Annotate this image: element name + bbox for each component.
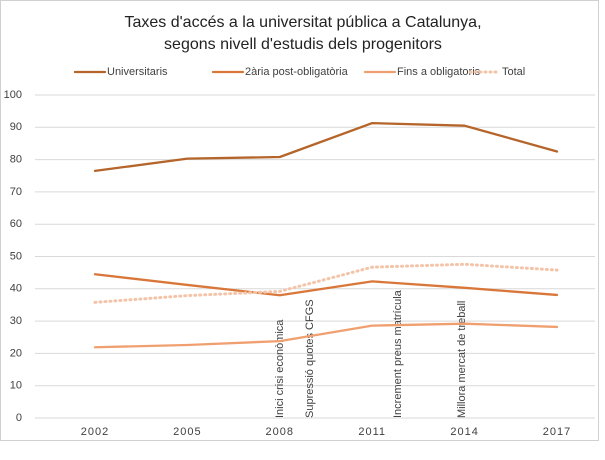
chart-border — [0, 0, 599, 441]
x-tick-label: 2002 — [81, 426, 109, 438]
series-line — [93, 262, 559, 304]
x-tick-label: 2014 — [450, 426, 478, 438]
y-tick-label: 30 — [10, 315, 22, 327]
y-tick-label: 10 — [10, 380, 22, 392]
legend-label: Fins a obligatoris — [397, 66, 481, 78]
y-tick-label: 0 — [16, 412, 22, 424]
x-tick-label: 2005 — [173, 426, 201, 438]
chart-title: Taxes d'accés a la universitat pública a… — [124, 14, 481, 31]
annotation: Supressió quotes CFGS — [304, 299, 316, 418]
legend-label: Total — [502, 66, 525, 78]
series-line — [93, 322, 559, 349]
x-tick-label: 2008 — [266, 426, 294, 438]
series-line — [93, 273, 559, 297]
y-tick-label: 90 — [10, 121, 22, 133]
annotation: Millora mercat de treball — [456, 301, 468, 418]
y-tick-label: 70 — [10, 186, 22, 198]
annotation: Inici crisi econòmica — [274, 319, 286, 418]
y-tick-label: 20 — [10, 347, 22, 359]
chart-title: segons nivell d'estudis dels progenitors — [164, 36, 442, 53]
annotation: Increment preus matrícula — [392, 289, 404, 418]
legend-label: 2ària post-obligatòria — [245, 66, 349, 78]
y-tick-label: 80 — [10, 154, 22, 166]
x-tick-label: 2017 — [543, 426, 571, 438]
y-tick-label: 100 — [4, 89, 22, 101]
y-tick-label: 50 — [10, 250, 22, 262]
series-line — [93, 121, 559, 173]
legend-label: Universitaris — [107, 66, 168, 78]
y-tick-label: 40 — [10, 283, 22, 295]
x-tick-label: 2011 — [358, 426, 386, 438]
y-tick-label: 60 — [10, 218, 22, 230]
